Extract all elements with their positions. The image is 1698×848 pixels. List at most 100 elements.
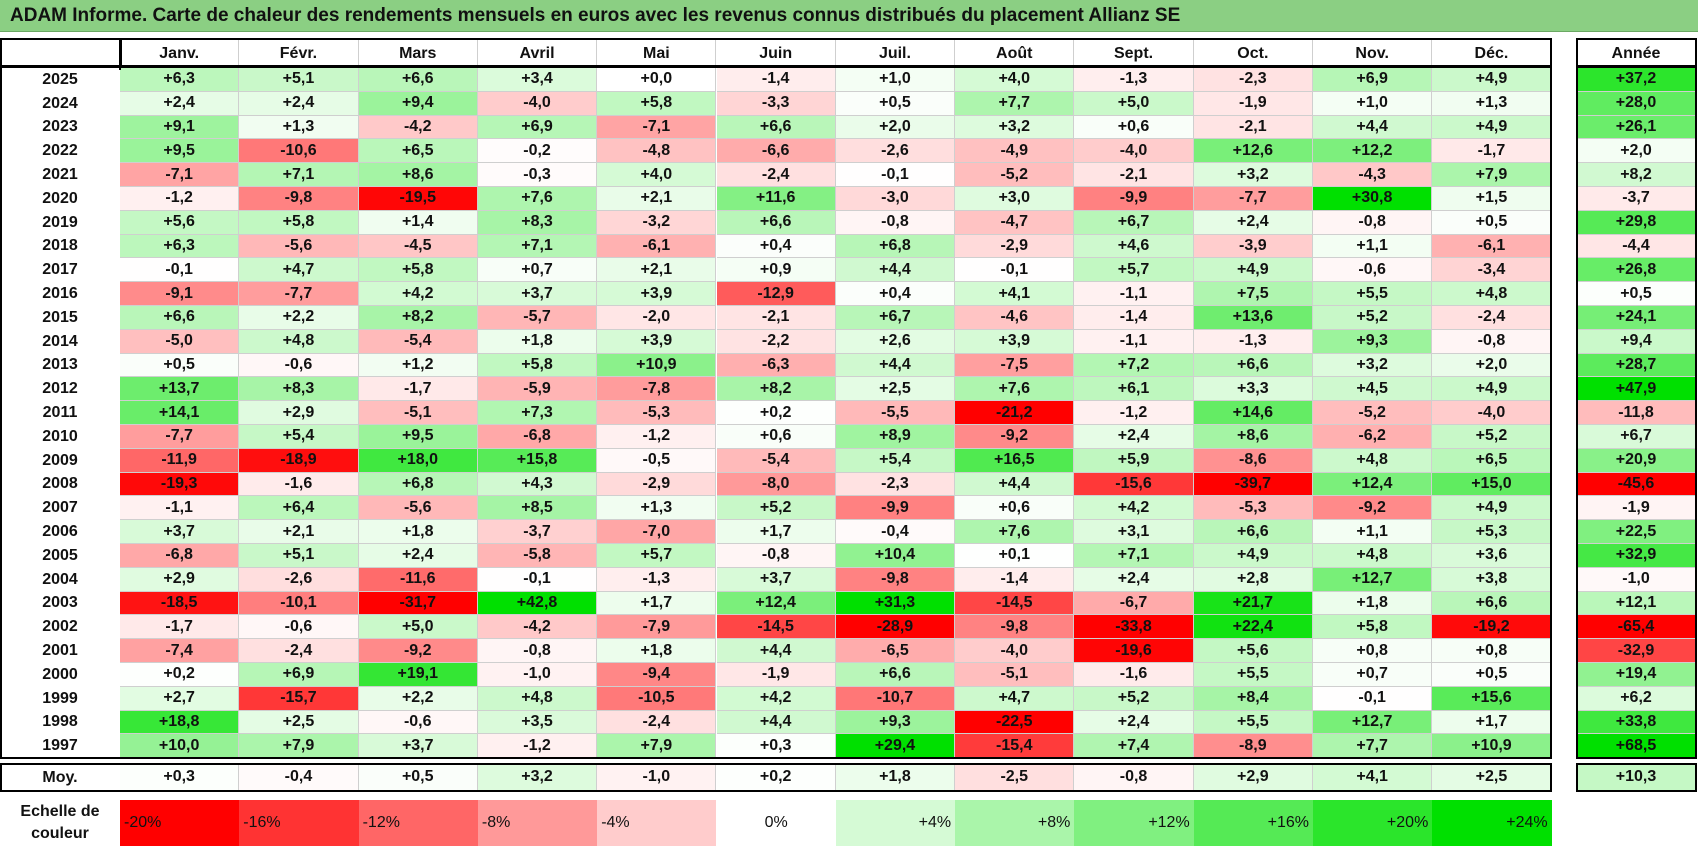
- heatmap-cell: +7,1: [477, 234, 598, 259]
- heatmap-cell: -4,8: [597, 139, 717, 164]
- heatmap-cell: +5,3: [1432, 520, 1552, 544]
- heatmap-cell: +5,8: [358, 258, 478, 283]
- heatmap-cell: +30,8: [1313, 187, 1433, 211]
- heatmap-cell: -1,2: [1074, 401, 1194, 425]
- heatmap-cell: +3,0: [955, 187, 1075, 211]
- annual-cell: +47,9: [1576, 377, 1697, 402]
- heatmap-cell: -1,4: [955, 567, 1075, 592]
- heatmap-cell: -6,5: [835, 639, 956, 663]
- month-header: Août: [955, 40, 1075, 67]
- heatmap-cell: -2,2: [716, 329, 836, 354]
- heatmap-cell: +2,0: [835, 115, 956, 140]
- year-label: 2019: [42, 213, 78, 231]
- heatmap-cell: -2,3: [1193, 68, 1313, 92]
- heatmap-cell: -3,9: [1193, 234, 1313, 259]
- heatmap-cell: -15,6: [1074, 472, 1194, 497]
- heatmap-cell: -1,2: [477, 734, 598, 759]
- heatmap-cell: +4,0: [955, 68, 1075, 92]
- heatmap-cell: +0,9: [716, 258, 836, 283]
- heatmap-cell: -10,7: [835, 686, 956, 711]
- year-label: 2000: [42, 665, 78, 683]
- heatmap-cell: +6,6: [358, 68, 478, 92]
- heatmap-cell: +5,7: [1074, 258, 1194, 283]
- heatmap-cell: -4,6: [955, 306, 1075, 330]
- heatmap-cell: +1,7: [597, 591, 717, 616]
- color-scale-swatch: -20%: [120, 800, 240, 846]
- heatmap-cell: -39,7: [1193, 472, 1313, 497]
- heatmap-cell: +13,6: [1193, 306, 1313, 330]
- heatmap-cell: +7,9: [239, 734, 359, 759]
- heatmap-cell: -5,1: [358, 401, 478, 425]
- heatmap-cell: +29,4: [835, 734, 956, 759]
- heatmap-cell: +0,6: [1074, 115, 1194, 140]
- heatmap-cell: -6,3: [716, 353, 836, 378]
- heatmap-cell: -2,1: [1074, 163, 1194, 187]
- heatmap-cell: -5,6: [239, 234, 359, 259]
- year-label: 2002: [42, 618, 78, 636]
- heatmap-cell: +4,1: [955, 282, 1075, 306]
- annual-cell: +28,0: [1576, 91, 1697, 116]
- heatmap-cell: -7,1: [597, 115, 717, 140]
- heatmap-cell: -3,2: [597, 210, 717, 235]
- year-label: 1998: [42, 713, 78, 731]
- heatmap-cell: -9,2: [955, 425, 1075, 449]
- heatmap-cell: +5,8: [477, 353, 598, 378]
- heatmap-cell: +3,7: [716, 567, 836, 592]
- heatmap-cell: +2,7: [120, 686, 240, 711]
- heatmap-cell: +9,5: [120, 139, 240, 164]
- annual-cell: +12,1: [1576, 591, 1697, 616]
- heatmap-cell: -19,2: [1432, 615, 1552, 640]
- heatmap-cell: +0,6: [716, 425, 836, 449]
- heatmap-cell: -0,1: [120, 258, 240, 283]
- heatmap-cell: +15,8: [477, 448, 598, 473]
- heatmap-cell: -18,9: [239, 448, 359, 473]
- heatmap-cell: -9,9: [835, 496, 956, 521]
- heatmap-cell: -7,7: [120, 425, 240, 449]
- heatmap-cell: -1,6: [239, 472, 359, 497]
- heatmap-cell: -1,1: [120, 496, 240, 521]
- heatmap-cell: -0,1: [477, 567, 598, 592]
- heatmap-cell: +5,4: [239, 425, 359, 449]
- year-label: 2014: [42, 332, 78, 350]
- heatmap-cell: +1,3: [239, 115, 359, 140]
- heatmap-cell: +2,5: [239, 710, 359, 735]
- heatmap-cell: -31,7: [358, 591, 478, 616]
- heatmap-cell: +8,4: [1193, 686, 1313, 711]
- heatmap-cell: +2,4: [1074, 567, 1194, 592]
- heatmap-cell: -6,1: [1432, 234, 1552, 259]
- heatmap-cell: +4,2: [358, 282, 478, 306]
- heatmap-cell: +4,8: [1313, 544, 1433, 568]
- year-label: 2005: [42, 546, 78, 564]
- heatmap-cell: -5,4: [716, 448, 836, 473]
- heatmap-cell: -4,0: [1432, 401, 1552, 425]
- heatmap-cell: +1,8: [358, 520, 478, 544]
- heatmap-cell: +6,1: [1074, 377, 1194, 402]
- heatmap-cell: +1,2: [358, 353, 478, 378]
- heatmap-cell: +16,5: [955, 448, 1075, 473]
- heatmap-cell: -6,1: [597, 234, 717, 259]
- heatmap-cell: +7,5: [1193, 282, 1313, 306]
- heatmap-cell: +4,7: [955, 686, 1075, 711]
- heatmap-cell: -4,9: [955, 139, 1075, 164]
- annual-cell: +37,2: [1576, 68, 1697, 92]
- heatmap-cell: -4,3: [1313, 163, 1433, 187]
- heatmap-cell: -1,9: [716, 663, 836, 687]
- heatmap-cell: -2,4: [716, 163, 836, 187]
- heatmap-cell: +1,5: [1432, 187, 1552, 211]
- heatmap-cell: -1,2: [597, 425, 717, 449]
- heatmap-cell: +4,4: [835, 258, 956, 283]
- heatmap-cell: -9,1: [120, 282, 240, 306]
- heatmap-cell: -1,9: [1193, 91, 1313, 116]
- heatmap-cell: +0,0: [597, 68, 717, 92]
- heatmap-cell: -5,4: [358, 329, 478, 354]
- heatmap-cell: +6,8: [835, 234, 956, 259]
- heatmap-cell: +15,0: [1432, 472, 1552, 497]
- heatmap-cell: +8,2: [716, 377, 836, 402]
- heatmap-cell: +4,4: [716, 710, 836, 735]
- heatmap-cell: -4,0: [477, 91, 598, 116]
- heatmap-cell: +12,4: [1313, 472, 1433, 497]
- heatmap-cell: +8,9: [835, 425, 956, 449]
- heatmap-cell: +6,4: [239, 496, 359, 521]
- annual-cell: +6,7: [1576, 425, 1697, 449]
- heatmap-cell: +5,5: [1193, 710, 1313, 735]
